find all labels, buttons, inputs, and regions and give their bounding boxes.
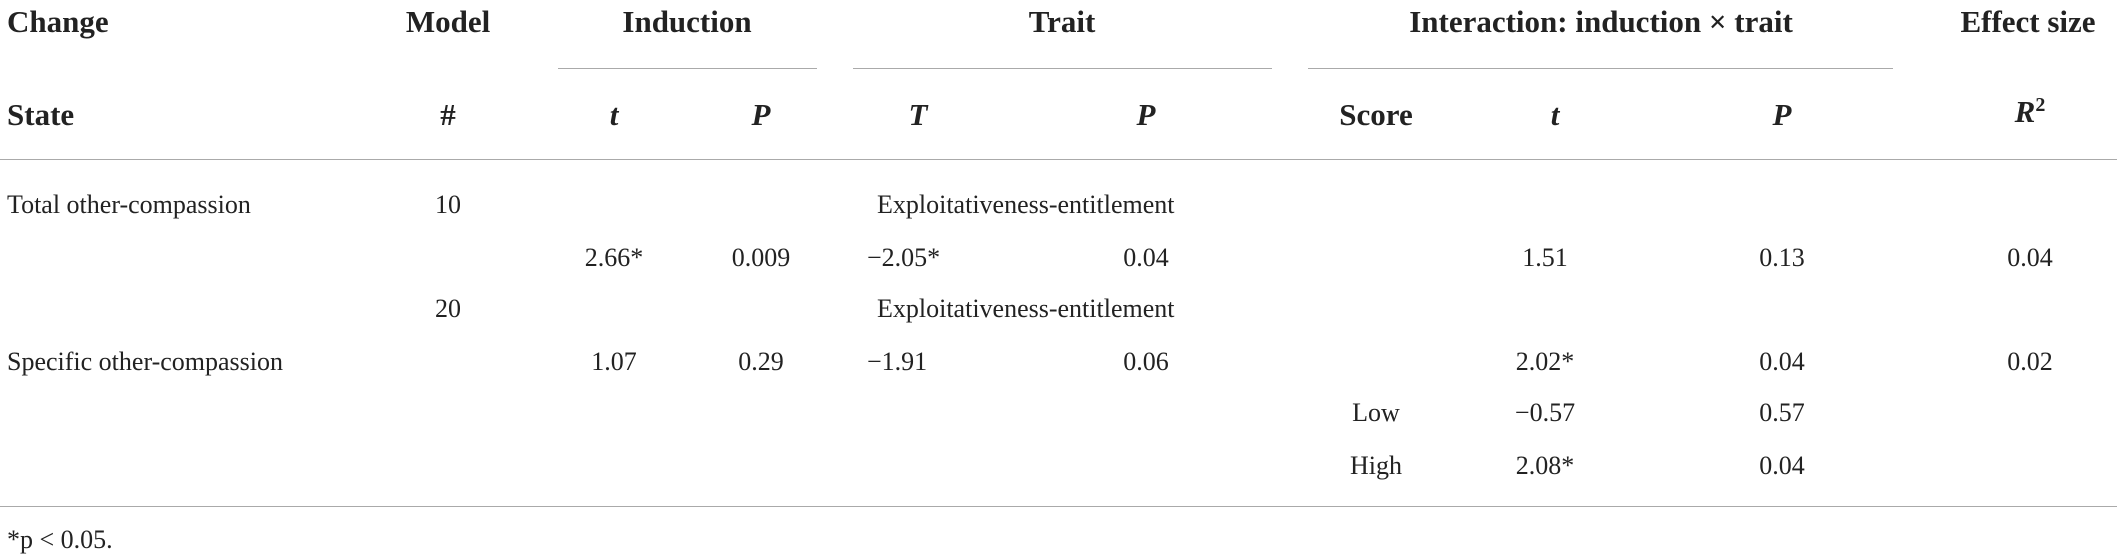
header-cell: R2 xyxy=(2015,94,2046,130)
header-cell: P xyxy=(1772,97,1792,132)
table-cell: 0.02 xyxy=(2007,347,2053,376)
group-rule xyxy=(558,68,817,69)
header-cell: # xyxy=(440,97,456,132)
header-cell: Interaction: induction × trait xyxy=(1409,4,1793,39)
header-cell: P xyxy=(751,97,771,132)
table-cell: 2.02* xyxy=(1515,347,1575,376)
table-cell: High xyxy=(1350,451,1402,480)
table-cell: 0.04 xyxy=(1123,243,1169,272)
group-rule xyxy=(853,68,1272,69)
table-cell: 1.07 xyxy=(591,347,637,376)
header-cell: P xyxy=(1136,97,1156,132)
footnote: *p < 0.05. xyxy=(7,525,113,554)
table-cell: 0.06 xyxy=(1123,347,1169,376)
table-cell: Total other-compassion xyxy=(7,190,251,219)
table-cell: 0.29 xyxy=(738,347,784,376)
table-cell: Exploitativeness-entitlement xyxy=(877,294,1175,323)
table-cell: 0.57 xyxy=(1759,398,1805,427)
table-cell: 0.13 xyxy=(1759,243,1805,272)
header-text: R xyxy=(2014,94,2036,130)
group-rule xyxy=(1308,68,1893,69)
header-cell: Trait xyxy=(1028,4,1096,39)
header-rule xyxy=(0,159,2117,160)
table-cell: 20 xyxy=(435,294,461,323)
header-cell: t xyxy=(1550,97,1560,132)
header-cell: Change xyxy=(7,4,109,39)
table-cell: 0.04 xyxy=(1759,347,1805,376)
header-cell: T xyxy=(908,97,928,132)
table-cell: −1.91 xyxy=(867,347,928,376)
table-cell: −2.05* xyxy=(867,243,941,272)
table-cell: 10 xyxy=(435,190,461,219)
table-cell: Specific other-compassion xyxy=(7,347,284,376)
table-cell: Exploitativeness-entitlement xyxy=(877,190,1175,219)
table-cell: −0.57 xyxy=(1514,398,1576,427)
table-cell: 0.04 xyxy=(2007,243,2053,272)
header-cell: State xyxy=(7,97,75,132)
header-cell: Score xyxy=(1339,97,1413,132)
bottom-rule xyxy=(0,506,2117,507)
table-cell: 0.04 xyxy=(1759,451,1805,480)
table-cell: Low xyxy=(1352,398,1400,427)
header-cell: t xyxy=(609,97,619,132)
header-superscript: 2 xyxy=(2035,93,2046,116)
table-cell: 2.66* xyxy=(584,243,644,272)
table-cell: 0.009 xyxy=(731,243,791,272)
header-cell: Model xyxy=(405,4,491,39)
header-cell: Induction xyxy=(622,4,752,39)
table-cell: 2.08* xyxy=(1515,451,1575,480)
table-cell: 1.51 xyxy=(1522,243,1568,272)
header-cell: Effect size xyxy=(1960,4,2096,39)
